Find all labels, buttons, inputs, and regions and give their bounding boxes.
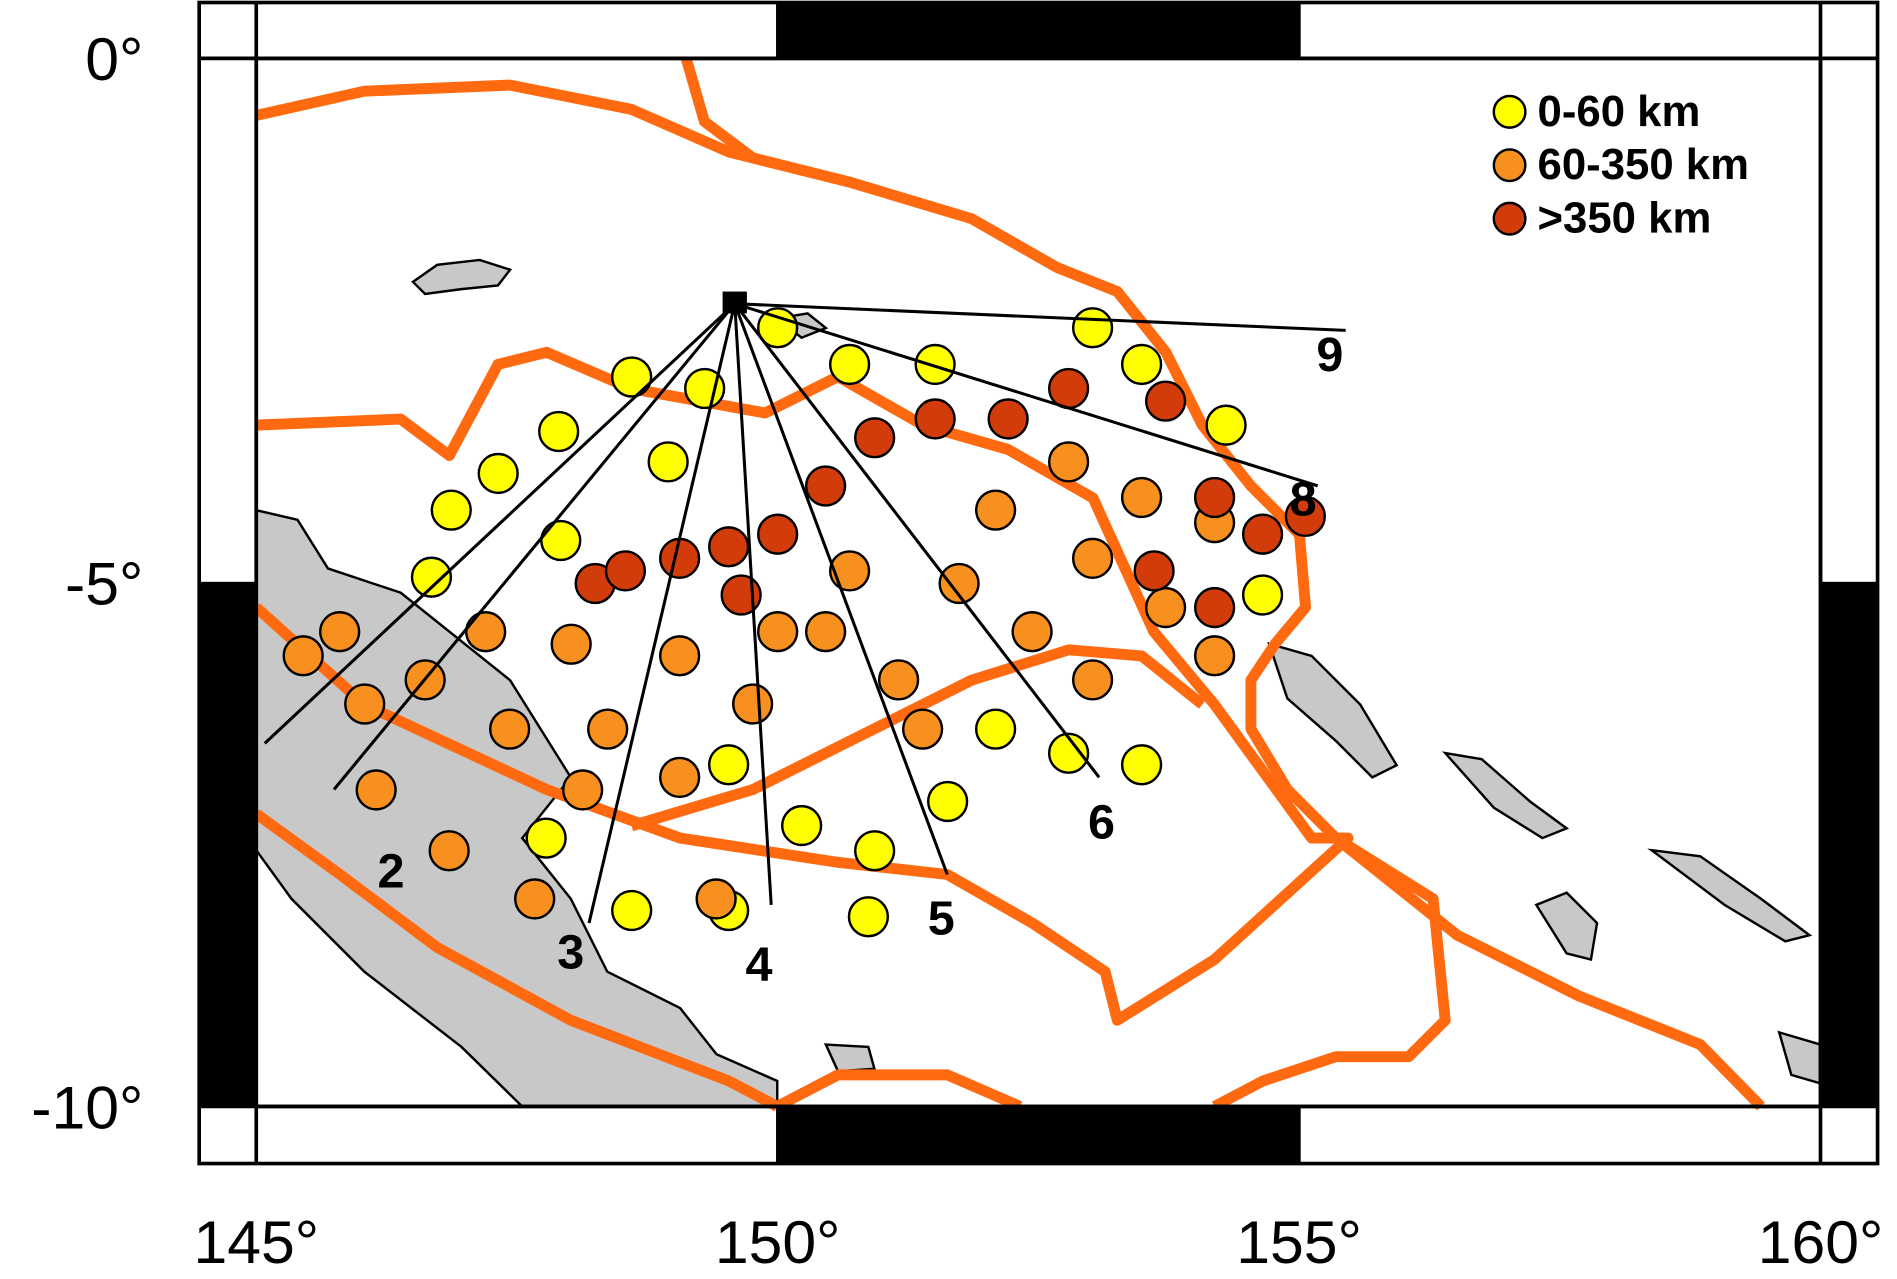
earthquake xyxy=(781,804,823,847)
earthquake xyxy=(410,556,453,598)
earthquake xyxy=(877,659,920,701)
earthquake xyxy=(1241,513,1284,555)
earthquake xyxy=(1047,441,1090,483)
legend-label: 60-350 km xyxy=(1538,140,1749,189)
profile-label: 8 xyxy=(1290,473,1317,527)
profile-label: 6 xyxy=(1088,796,1115,850)
earthquake xyxy=(611,889,653,932)
earthquake xyxy=(974,489,1017,531)
earthquake xyxy=(489,708,531,750)
earthquake xyxy=(708,526,750,568)
earthquake xyxy=(854,417,896,459)
earthquake xyxy=(828,550,871,592)
earthquake xyxy=(1193,586,1236,629)
earthquake xyxy=(550,623,592,665)
earthquake xyxy=(731,683,774,725)
earthquake xyxy=(695,878,737,920)
legend-marker xyxy=(1492,148,1527,183)
earthquake xyxy=(355,769,397,811)
profiles: 2 3 4 5 6 8 9 xyxy=(263,291,1346,992)
earthquake xyxy=(1120,476,1163,519)
earthquake xyxy=(901,708,944,750)
earthquake xyxy=(828,343,871,386)
legend-label: 0-60 km xyxy=(1538,87,1701,136)
earthquake xyxy=(465,611,507,653)
earthquake xyxy=(1284,495,1326,538)
x-tick-label: 150° xyxy=(715,1208,841,1276)
earthquake xyxy=(987,398,1029,440)
profile-label: 2 xyxy=(378,844,405,898)
earthquake xyxy=(684,367,726,410)
x-tick-label: 160° xyxy=(1758,1208,1884,1276)
earthquake xyxy=(562,769,604,811)
earthquake xyxy=(974,708,1017,750)
earthquake xyxy=(1120,744,1163,786)
earthquake xyxy=(854,830,896,872)
earthquake xyxy=(611,356,653,398)
earthquake xyxy=(538,410,580,453)
earthquake xyxy=(757,307,799,349)
earthquake xyxy=(658,756,701,799)
tick-labels: 145° 150° 155° 160° 0° -5° -10° xyxy=(31,25,1883,1276)
earthquake xyxy=(604,550,647,592)
legend-label: >350 km xyxy=(1538,194,1712,243)
earthquake xyxy=(658,635,701,677)
earthquake xyxy=(847,896,890,938)
earthquake xyxy=(914,398,956,440)
earthquake xyxy=(1120,343,1163,386)
profile-label: 9 xyxy=(1316,328,1343,382)
y-tick-label: -5° xyxy=(65,549,143,617)
earthquake xyxy=(1241,574,1284,616)
earthquake xyxy=(1205,404,1247,446)
y-tick-label: 0° xyxy=(85,25,143,93)
basemap xyxy=(252,56,1822,1112)
frame xyxy=(197,0,1880,1166)
earthquake xyxy=(804,611,847,653)
earthquake xyxy=(1047,367,1090,410)
x-tick-label: 155° xyxy=(1236,1208,1362,1276)
earthquake xyxy=(540,519,582,562)
earthquake xyxy=(430,489,472,531)
earthquake xyxy=(938,562,980,605)
earthquake xyxy=(477,452,519,495)
earthquake xyxy=(658,537,701,579)
earthquake xyxy=(514,878,556,920)
earthquake xyxy=(757,611,799,653)
earthquake xyxy=(587,708,629,750)
earthquake xyxy=(804,465,847,507)
earthquake xyxy=(282,635,324,677)
earthquake xyxy=(1193,635,1236,677)
profile-label: 4 xyxy=(746,938,773,992)
earthquake xyxy=(1133,550,1175,592)
legend-marker xyxy=(1492,94,1527,129)
profile-label: 5 xyxy=(928,892,955,946)
earthquake xyxy=(708,744,750,786)
earthquakes xyxy=(282,307,1326,938)
earthquake xyxy=(1193,476,1236,519)
earthquake xyxy=(1047,732,1090,774)
earthquake xyxy=(1071,659,1114,701)
earthquake xyxy=(344,683,386,725)
earthquake xyxy=(1144,380,1187,422)
earthquake xyxy=(926,780,969,823)
earthquake xyxy=(1071,307,1114,349)
earthquake xyxy=(428,830,470,872)
earthquake xyxy=(720,574,762,616)
x-tick-label: 145° xyxy=(193,1208,319,1276)
earthquake xyxy=(757,513,799,555)
earthquake xyxy=(1011,611,1053,653)
legend-marker xyxy=(1492,201,1527,236)
earthquake xyxy=(914,343,956,386)
earthquake xyxy=(647,441,689,483)
y-tick-label: -10° xyxy=(31,1073,143,1141)
earthquake xyxy=(1144,586,1187,629)
earthquake xyxy=(319,611,361,653)
earthquake xyxy=(525,817,567,859)
profile-label: 3 xyxy=(557,926,584,980)
earthquake xyxy=(1071,537,1114,579)
